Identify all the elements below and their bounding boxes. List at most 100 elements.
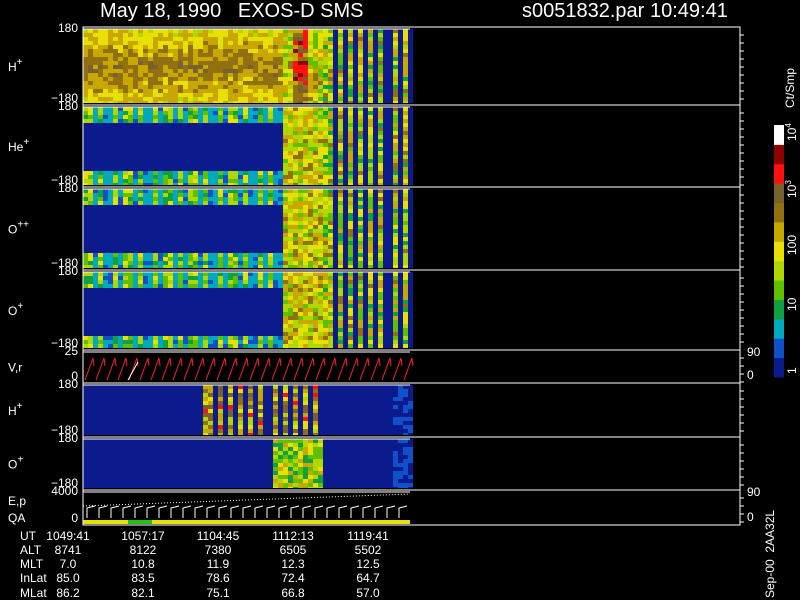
spectrogram-cell [248, 41, 253, 45]
spectrogram-cell [158, 249, 163, 253]
spectrogram-cell [163, 304, 168, 308]
spectrogram-cell [353, 57, 358, 61]
spectrogram-cell [203, 93, 208, 97]
spectrogram-cell [233, 225, 238, 229]
spectrogram-cell [223, 336, 228, 340]
spectrogram-cell [298, 33, 303, 37]
spectrogram-cell [198, 131, 203, 135]
spectrogram-cell [298, 41, 303, 45]
spectrogram-cell [353, 316, 358, 320]
spectrogram-cell [148, 316, 153, 320]
spectrogram-cell [323, 49, 328, 53]
spectrogram-cell [113, 115, 118, 119]
spectrogram-cell [123, 340, 128, 344]
spectrogram-cell [153, 272, 158, 276]
spectrogram-cell [223, 320, 228, 324]
spectrogram-cell [113, 284, 118, 288]
spectrogram-cell [143, 253, 148, 257]
spectrogram-cell [308, 276, 313, 280]
spectrogram-cell [213, 57, 218, 61]
spectrogram-cell [163, 340, 168, 344]
spectrogram-cell [183, 284, 188, 288]
spectrogram-cell [328, 344, 333, 348]
spectrogram-cell [153, 300, 158, 304]
spectrogram-cell [258, 69, 263, 73]
spectrogram-cell [373, 123, 378, 127]
file-name: s0051832.par [522, 0, 645, 22]
spectrogram-cell [333, 37, 338, 41]
spectrogram-cell [303, 151, 308, 155]
spectrogram-cell [233, 189, 238, 193]
spectrogram-cell [348, 225, 353, 229]
spectrogram-cell [238, 147, 243, 151]
spectrogram-cell [183, 167, 188, 171]
spectrogram-cell [178, 284, 183, 288]
spectrogram-cell [263, 77, 268, 81]
spectrogram-cell [113, 155, 118, 159]
spectrogram-cell [103, 45, 108, 49]
spectrogram-cell [298, 229, 303, 233]
spectrogram-cell [313, 261, 318, 265]
spectrogram-cell [373, 189, 378, 193]
spectrogram-cell [353, 93, 358, 97]
spectrogram-cell [158, 292, 163, 296]
spectrogram-cell [338, 111, 343, 115]
spectrogram-cell [388, 245, 393, 249]
spectrogram-cell [173, 340, 178, 344]
spectrogram-cell [348, 45, 353, 49]
spectrogram-cell [343, 280, 348, 284]
spectrogram-cell [113, 324, 118, 328]
spectrogram-cell [213, 37, 218, 41]
spectrogram-cell [108, 119, 113, 123]
spectrogram-cell [273, 81, 278, 85]
spectrogram-cell [298, 292, 303, 296]
spectrogram-cell [113, 123, 118, 127]
spectrogram-cell [358, 324, 363, 328]
spectrogram-cell [138, 111, 143, 115]
spectrogram-cell [228, 29, 233, 33]
spectrogram-cell [103, 225, 108, 229]
spectrogram-cell [348, 179, 353, 183]
spectrogram-cell [268, 171, 273, 175]
spectrogram-cell [348, 143, 353, 147]
spectrogram-cell [313, 217, 318, 221]
spectrogram-cell [103, 265, 108, 268]
spectrogram-cell [203, 107, 208, 111]
spectrogram-cell [138, 175, 143, 179]
spectrogram-cell [363, 171, 368, 175]
spectrogram-cell [93, 131, 98, 135]
spectrogram-cell [253, 69, 258, 73]
spectrogram-cell [223, 225, 228, 229]
spectrogram-cell [93, 37, 98, 41]
spectrogram-cell [223, 37, 228, 41]
spectrogram-cell [188, 93, 193, 97]
spectrogram-cell [373, 93, 378, 97]
spectrogram-cell [263, 332, 268, 336]
spectrogram-cell [153, 336, 158, 340]
spectrogram-cell [178, 49, 183, 53]
spectrogram-cell [378, 101, 383, 103]
spectrogram-cell [288, 119, 293, 123]
spectrogram-cell [98, 135, 103, 139]
spectrogram-cell [113, 209, 118, 213]
spectrogram-cell [333, 300, 338, 304]
spectrogram-cell [303, 159, 308, 163]
spectrogram-cell [218, 143, 223, 147]
spectrogram-cell [288, 237, 293, 241]
spectrogram-cell [363, 61, 368, 65]
spectrogram-cell [338, 167, 343, 171]
spectrogram-cell [153, 320, 158, 324]
spectrogram-cell [83, 201, 88, 205]
spectrogram-cell [163, 332, 168, 336]
spectrogram-cell [348, 81, 353, 85]
spectrogram-cell [143, 233, 148, 237]
spectrogram-cell [188, 296, 193, 300]
spectrogram-cell [88, 179, 93, 183]
spectrogram-cell [393, 77, 398, 81]
spectrogram-cell [153, 119, 158, 123]
spectrogram-cell [178, 261, 183, 265]
spectrogram-cell [248, 131, 253, 135]
spectrogram-cell [218, 284, 223, 288]
spectrogram-cell [193, 193, 198, 197]
spectrogram-cell [88, 29, 93, 33]
